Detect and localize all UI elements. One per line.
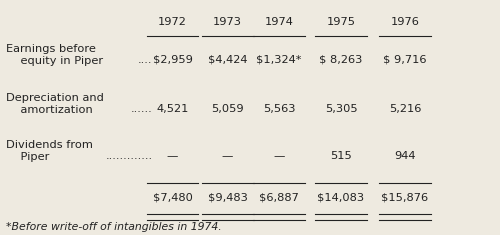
Text: $1,324*: $1,324* [256, 55, 302, 65]
Text: —: — [167, 151, 178, 161]
Text: 5,216: 5,216 [389, 104, 421, 114]
Text: $6,887: $6,887 [259, 192, 299, 202]
Text: *Before write-off of intangibles in 1974.: *Before write-off of intangibles in 1974… [6, 222, 222, 232]
Text: 1972: 1972 [158, 17, 187, 27]
Text: —: — [222, 151, 233, 161]
Text: $ 8,263: $ 8,263 [320, 55, 362, 65]
Text: $7,480: $7,480 [152, 192, 192, 202]
Text: $15,876: $15,876 [382, 192, 428, 202]
Text: $14,083: $14,083 [318, 192, 364, 202]
Text: Dividends from: Dividends from [6, 140, 93, 150]
Text: $9,483: $9,483 [208, 192, 248, 202]
Text: 1974: 1974 [264, 17, 294, 27]
Text: 1975: 1975 [326, 17, 356, 27]
Text: 5,059: 5,059 [211, 104, 244, 114]
Text: —: — [274, 151, 284, 161]
Text: $2,959: $2,959 [152, 55, 192, 65]
Text: 1976: 1976 [390, 17, 420, 27]
Text: ......: ...... [131, 104, 152, 114]
Text: $4,424: $4,424 [208, 55, 247, 65]
Text: equity in Piper: equity in Piper [6, 56, 103, 66]
Text: Piper: Piper [6, 152, 50, 162]
Text: 515: 515 [330, 151, 352, 161]
Text: 1973: 1973 [213, 17, 242, 27]
Text: amortization: amortization [6, 105, 93, 115]
Text: .............: ............. [106, 151, 152, 161]
Text: 944: 944 [394, 151, 416, 161]
Text: 5,563: 5,563 [263, 104, 295, 114]
Text: 4,521: 4,521 [156, 104, 188, 114]
Text: Depreciation and: Depreciation and [6, 93, 104, 103]
Text: Earnings before: Earnings before [6, 44, 96, 54]
Text: $ 9,716: $ 9,716 [384, 55, 427, 65]
Text: ....: .... [138, 55, 152, 65]
Text: 5,305: 5,305 [324, 104, 358, 114]
